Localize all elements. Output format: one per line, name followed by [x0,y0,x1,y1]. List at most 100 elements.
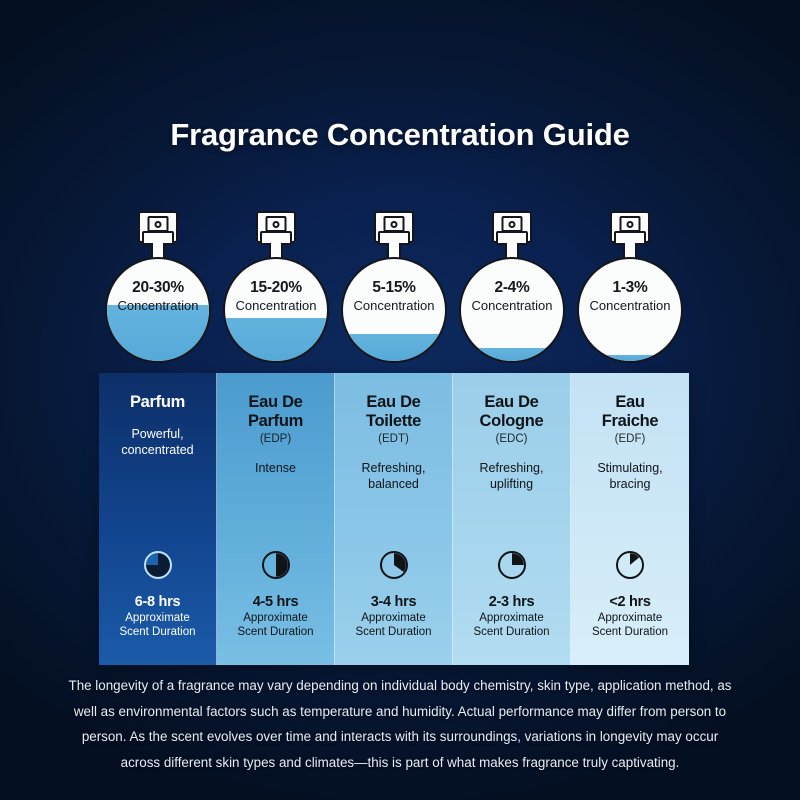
fragrance-abbreviation: (EDC) [495,433,528,445]
duration-subtitle-line: Scent Duration [237,626,314,638]
concentration-percent: 1-3% [612,279,648,296]
nozzle-hole-icon [154,220,162,228]
fragrance-column-eau de-cologne[interactable]: Eau De Cologne (EDC) Refreshing, uplifting 2-… [453,373,571,665]
duration-subtitle-line: Scent Duration [473,626,550,638]
bottle-liquid-level [107,304,209,361]
clock-elapsed-wedge [393,553,406,572]
duration-subtitle-line: Scent Duration [591,626,669,638]
nozzle-hole-icon [272,220,280,228]
bottle-body: 20-30% Concentration [105,257,211,363]
bottle-body: 2-4% Concentration [459,257,565,363]
perfume-bottle: 1-3% Concentration [571,205,689,365]
duration-subtitle-line: Approximate [597,612,663,624]
bottle-row: 20-30% Concentration 15-20% Concentration 5-… [99,205,689,365]
duration-subtitle-line: Approximate [243,612,308,624]
fragrance-column-parfum[interactable]: Parfum Powerful, concentrated 6-8 hrs Approx… [99,373,217,665]
concentration-label: Concentration [353,298,435,313]
duration-subtitle-line: Approximate [125,612,190,624]
duration-hours: 2-3 hrs [488,594,535,610]
duration-subtitle: Approximate Scent Duration [571,611,689,639]
fragrance-description-line: Powerful, [131,427,184,441]
nozzle-hole-icon [508,220,516,228]
bottle-neck [151,243,165,259]
duration-subtitle: Approximate Scent Duration [335,611,452,639]
fragrance-description-line: Intense [254,461,296,475]
fragrance-description-line: Stimulating, [597,461,663,475]
fragrance-name-line: Toilette [365,412,422,430]
fragrance-column-eau de-parfum[interactable]: Eau De Parfum (EDP) Intense 4-5 hrs Approxima… [217,373,335,665]
fragrance-abbreviation: (EDP) [259,433,292,445]
concentration-percent: 15-20% [250,279,302,296]
bottle-liquid-level [579,354,681,361]
bottle-liquid-level [343,334,445,361]
clock-icon-wrapper [453,551,570,579]
bottle-body: 5-15% Concentration [341,257,447,363]
fragrance-description-line: concentrated [121,443,194,457]
duration-subtitle-line: Scent Duration [355,626,432,638]
concentration-label: Concentration [589,298,671,313]
clock-elapsed-wedge [145,553,170,577]
fragrance-description-line: Refreshing, [479,461,544,475]
clock-icon [379,551,408,579]
fragrance-name: Eau De Parfum [244,393,307,431]
fragrance-name-line: Eau De [484,393,539,411]
fragrance-name: Eau Fraiche [598,393,663,431]
bottle-label-group: 2-4% Concentration [461,279,563,314]
duration-subtitle: Approximate Scent Duration [217,611,334,639]
clock-icon-wrapper [571,551,689,579]
perfume-bottle: 5-15% Concentration [335,205,453,365]
duration-subtitle-line: Approximate [479,612,544,624]
bottle-label-group: 5-15% Concentration [343,279,445,314]
fragrance-column-eau de-toilette[interactable]: Eau De Toilette (EDT) Refreshing, balanced 3-… [335,373,453,665]
fragrance-name-line: Fraiche [601,412,659,430]
fragrance-description: Intense [248,460,303,476]
duration-hours: 4-5 hrs [252,594,299,610]
spray-nozzle-icon [501,216,523,232]
fragrance-name-line: Cologne [479,412,544,430]
fragrance-column-eau-fraiche[interactable]: Eau Fraiche (EDF) Stimulating, bracing <2 hrs… [571,373,689,665]
duration-subtitle: Approximate Scent Duration [453,611,570,639]
clock-icon [497,551,526,579]
fragrance-description: Refreshing, balanced [355,460,433,492]
spray-nozzle-icon [265,216,287,232]
fragrance-name-line: Eau De [248,393,303,411]
duration-group: 6-8 hrs Approximate Scent Duration [99,593,216,639]
spray-nozzle-icon [619,216,641,232]
duration-subtitle: Approximate Scent Duration [99,611,216,639]
duration-group: 4-5 hrs Approximate Scent Duration [217,593,334,639]
concentration-percent: 20-30% [132,279,184,296]
fragrance-description-line: bracing [609,477,651,491]
duration-hours: <2 hrs [609,594,651,610]
perfume-bottle: 2-4% Concentration [453,205,571,365]
duration-group: <2 hrs Approximate Scent Duration [571,593,689,639]
clock-elapsed-wedge [275,553,288,577]
bottle-body: 15-20% Concentration [223,257,329,363]
fragrance-abbreviation: (EDT) [378,433,409,445]
duration-subtitle-line: Approximate [361,612,426,624]
perfume-bottle: 20-30% Concentration [99,205,217,365]
fragrance-name-line: Eau [615,393,645,411]
fragrance-name-line: Parfum [129,393,186,411]
page-title: Fragrance Concentration Guide [170,117,630,152]
fragrance-description: Powerful, concentrated [114,426,200,458]
concentration-label: Concentration [117,298,199,313]
clock-elapsed-wedge [630,553,640,565]
bottle-body: 1-3% Concentration [577,257,683,363]
spray-nozzle-icon [147,216,169,232]
fragrance-name-line: Eau De [366,393,421,411]
concentration-label: Concentration [235,298,317,313]
footer-disclaimer: The longevity of a fragrance may vary de… [68,678,732,770]
fragrance-description-line: uplifting [489,477,534,491]
bottle-label-group: 1-3% Concentration [579,279,681,314]
clock-icon-wrapper [99,551,216,579]
clock-icon [261,551,290,579]
spray-nozzle-icon [383,216,405,232]
fragrance-description: Stimulating, bracing [590,460,669,492]
duration-group: 2-3 hrs Approximate Scent Duration [453,593,570,639]
bottle-neck [387,243,401,259]
fragrance-name: Parfum [126,393,189,412]
nozzle-hole-icon [390,220,398,228]
concentration-percent: 2-4% [494,279,530,296]
bottle-liquid-level [225,318,327,361]
